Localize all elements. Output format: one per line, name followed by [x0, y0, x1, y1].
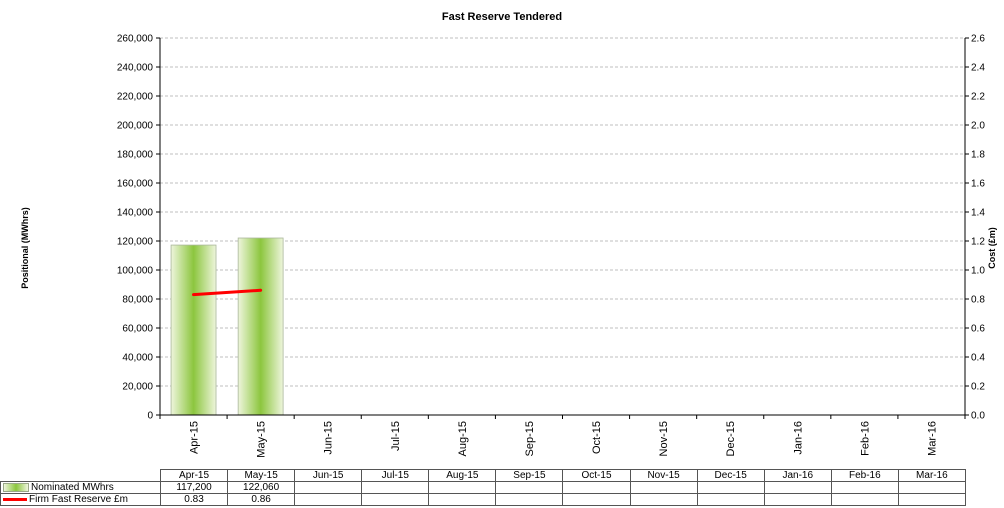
y-tick-label: 160,000 [117, 179, 154, 190]
y-tick-label: 260,000 [117, 34, 154, 45]
y2-tick-label: 0.6 [971, 324, 985, 335]
x-tick-label: Mar-16 [926, 421, 938, 456]
table-cell [629, 481, 698, 494]
table-header-cell: Dec-15 [696, 469, 765, 482]
x-tick-label: Sep-15 [524, 421, 536, 456]
x-tick-label: Dec-15 [725, 421, 737, 456]
bar-nominated-mwhrs [237, 237, 284, 416]
x-tick-label: Feb-16 [859, 421, 871, 456]
table-corner [1, 470, 161, 482]
table-header-cell: Jul-15 [361, 469, 430, 482]
x-tick-label: Aug-15 [457, 421, 469, 456]
table-cell [294, 481, 363, 494]
table-cell [696, 481, 765, 494]
table-cell [361, 493, 430, 506]
y2-tick-label: 1.0 [971, 266, 985, 277]
bar-nominated-mwhrs [170, 244, 217, 416]
x-tick-label: Nov-15 [658, 421, 670, 456]
table-header-cell: Feb-16 [830, 469, 899, 482]
table-header-cell: Aug-15 [428, 469, 497, 482]
y2-tick-label: 1.2 [971, 237, 985, 248]
table-header-cell: Sep-15 [495, 469, 564, 482]
y2-tick-label: 0.8 [971, 295, 985, 306]
table-cell [897, 481, 966, 494]
table-cell [830, 493, 899, 506]
x-tick-label: Jun-15 [323, 421, 335, 455]
line-firm-fast-reserve [193, 288, 261, 297]
table-cell [495, 481, 564, 494]
table-header-cell: Apr-15 [159, 469, 229, 482]
table-cell [897, 493, 966, 506]
legend-line-swatch [3, 497, 27, 501]
table-header-cell: Nov-15 [629, 469, 698, 482]
table-cell: 117,200 [159, 481, 229, 494]
legend-label: Firm Fast Reserve £m [29, 494, 128, 505]
x-tick-label: Jul-15 [390, 421, 402, 451]
table-row: Nominated MWhrs 117,200 122,060 [0, 481, 966, 494]
point-firm-fast-reserve [192, 293, 196, 297]
x-tick-label: Oct-15 [591, 421, 603, 454]
y-tick-label: 200,000 [117, 121, 154, 132]
legend-bar-swatch [3, 482, 29, 492]
table-cell [495, 493, 564, 506]
table-row-label: Nominated MWhrs [0, 481, 161, 494]
y2-tick-label: 1.4 [971, 208, 985, 219]
y2-tick-label: 2.6 [971, 34, 985, 45]
table-row: Firm Fast Reserve £m 0.83 0.86 [0, 493, 966, 506]
x-tick-label: Apr-15 [189, 421, 201, 454]
y-tick-label: 180,000 [117, 150, 154, 161]
y-tick-label: 0 [147, 411, 153, 422]
y-tick-label: 60,000 [122, 324, 153, 335]
y-tick-label: 220,000 [117, 92, 154, 103]
y2-tick-label: 0.0 [971, 411, 985, 422]
table-cell [763, 493, 832, 506]
data-table: Apr-15 May-15 Jun-15 Jul-15 Aug-15 Sep-15 Oct-… [0, 469, 966, 506]
point-firm-fast-reserve [259, 288, 263, 292]
y2-tick-label: 0.4 [971, 353, 985, 364]
y-tick-label: 40,000 [122, 353, 153, 364]
y2-tick-label: 0.2 [971, 382, 985, 393]
table-cell [696, 493, 765, 506]
x-tick-label: May-15 [256, 421, 268, 458]
table-cell [763, 481, 832, 494]
table-header-cell: Jan-16 [763, 469, 832, 482]
y-tick-label: 120,000 [117, 237, 154, 248]
y-tick-label: 240,000 [117, 63, 154, 74]
table-cell [629, 493, 698, 506]
y-tick-label: 100,000 [117, 266, 154, 277]
table-header-cell: May-15 [227, 469, 296, 482]
table-cell [428, 493, 497, 506]
y2-tick-label: 2.2 [971, 92, 985, 103]
y-tick-label: 140,000 [117, 208, 154, 219]
table-cell [562, 493, 631, 506]
table-cell: 0.86 [227, 493, 296, 506]
table-cell: 122,060 [227, 481, 296, 494]
table-row-label: Firm Fast Reserve £m [0, 493, 161, 506]
y2-tick-label: 1.8 [971, 150, 985, 161]
table-cell [830, 481, 899, 494]
y2-tick-label: 2.0 [971, 121, 985, 132]
table-cell [294, 493, 363, 506]
chart-title: Fast Reserve Tendered [441, 11, 563, 23]
table-cell: 0.83 [159, 493, 229, 506]
y2-tick-label: 2.4 [971, 63, 985, 74]
table-header-cell: Oct-15 [562, 469, 631, 482]
table-header-cell: Mar-16 [897, 469, 966, 482]
y2-tick-label: 1.6 [971, 179, 985, 190]
x-tick-label: Jan-16 [792, 421, 804, 455]
table-cell [562, 481, 631, 494]
table-cell [428, 481, 497, 494]
chart-plot: 0 0.0 20,000 0.2 40,000 0.4 60,000 0.6 80,000 0.8… [117, 34, 985, 458]
y-tick-label: 80,000 [122, 295, 153, 306]
table-cell [361, 481, 430, 494]
y-tick-label: 20,000 [122, 382, 153, 393]
table-header-cell: Jun-15 [294, 469, 363, 482]
legend-label: Nominated MWhrs [31, 482, 114, 493]
